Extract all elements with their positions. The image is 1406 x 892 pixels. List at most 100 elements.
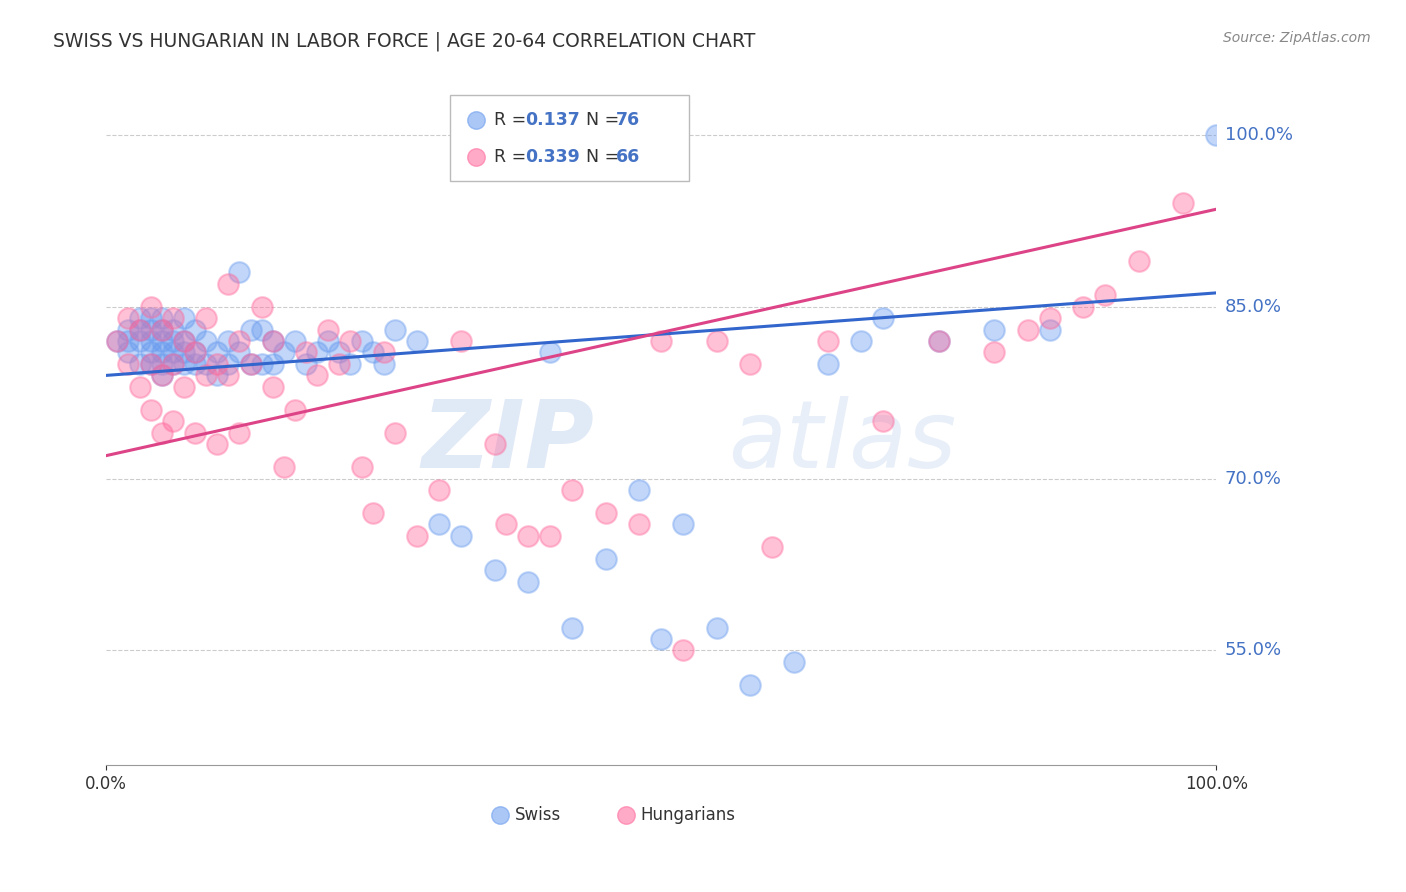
Point <box>373 345 395 359</box>
Point <box>350 460 373 475</box>
Point <box>464 199 486 213</box>
Point <box>983 322 1005 336</box>
Point <box>173 345 195 359</box>
Point <box>250 357 273 371</box>
Point <box>207 368 229 383</box>
Point <box>128 334 150 348</box>
Point <box>307 345 329 359</box>
Point <box>139 334 162 348</box>
Point <box>117 345 139 359</box>
Point <box>250 300 273 314</box>
Text: ZIP: ZIP <box>422 396 595 488</box>
Point <box>228 334 250 348</box>
Point <box>339 334 361 348</box>
Point <box>184 322 207 336</box>
Point <box>150 311 173 326</box>
Point <box>195 311 218 326</box>
Point <box>316 334 339 348</box>
Point <box>262 334 284 348</box>
Point <box>173 334 195 348</box>
Point <box>1171 196 1194 211</box>
Point <box>173 357 195 371</box>
Point <box>427 517 450 532</box>
Point <box>284 402 307 417</box>
Text: Hungarians: Hungarians <box>640 805 735 823</box>
Point <box>139 311 162 326</box>
Text: N =: N = <box>575 112 624 129</box>
Text: N =: N = <box>575 148 624 167</box>
Point <box>150 334 173 348</box>
Point <box>538 345 561 359</box>
Point <box>817 334 839 348</box>
Point <box>928 334 950 348</box>
Point <box>128 380 150 394</box>
Point <box>207 437 229 451</box>
Point <box>595 551 617 566</box>
Point <box>872 414 894 428</box>
Point <box>316 322 339 336</box>
Point <box>928 334 950 348</box>
Point <box>1017 322 1039 336</box>
Point <box>361 506 384 520</box>
Point <box>117 334 139 348</box>
Point <box>128 322 150 336</box>
Point <box>139 357 162 371</box>
Point <box>295 357 318 371</box>
Point <box>117 311 139 326</box>
Point <box>184 357 207 371</box>
Point <box>406 529 429 543</box>
Point <box>1071 300 1094 314</box>
Point <box>628 517 651 532</box>
FancyBboxPatch shape <box>450 95 689 180</box>
Point <box>650 334 672 348</box>
Point <box>295 345 318 359</box>
Point <box>173 311 195 326</box>
Point <box>173 380 195 394</box>
Text: 70.0%: 70.0% <box>1225 469 1281 488</box>
Point <box>150 357 173 371</box>
Point <box>464 260 486 275</box>
Point <box>239 357 262 371</box>
Point <box>384 425 406 440</box>
Point <box>150 368 173 383</box>
Point <box>1205 128 1227 142</box>
Text: SWISS VS HUNGARIAN IN LABOR FORCE | AGE 20-64 CORRELATION CHART: SWISS VS HUNGARIAN IN LABOR FORCE | AGE … <box>53 31 756 51</box>
Point <box>150 345 173 359</box>
Point <box>262 334 284 348</box>
Point <box>427 483 450 497</box>
Point <box>162 334 184 348</box>
Text: 55.0%: 55.0% <box>1225 641 1282 659</box>
Point <box>561 620 583 634</box>
Point <box>538 529 561 543</box>
Text: 0.339: 0.339 <box>524 148 579 167</box>
Point <box>207 345 229 359</box>
Point <box>217 357 239 371</box>
Point <box>849 334 872 348</box>
Point <box>139 322 162 336</box>
Point <box>650 632 672 646</box>
Point <box>561 483 583 497</box>
Text: 100.0%: 100.0% <box>1225 126 1292 144</box>
Point <box>162 311 184 326</box>
Point <box>250 322 273 336</box>
Point <box>128 322 150 336</box>
Point <box>484 437 506 451</box>
Text: atlas: atlas <box>728 396 956 487</box>
Point <box>595 506 617 520</box>
Point <box>495 517 517 532</box>
Point <box>1128 253 1150 268</box>
Text: Swiss: Swiss <box>515 805 561 823</box>
Point <box>117 322 139 336</box>
Point <box>384 322 406 336</box>
Point <box>450 529 472 543</box>
Point <box>1039 322 1062 336</box>
Text: 76: 76 <box>616 112 640 129</box>
Point <box>817 357 839 371</box>
Point <box>872 311 894 326</box>
Point <box>328 345 350 359</box>
Point <box>361 345 384 359</box>
Point <box>139 345 162 359</box>
Point <box>117 357 139 371</box>
Point <box>262 357 284 371</box>
Point <box>150 322 173 336</box>
